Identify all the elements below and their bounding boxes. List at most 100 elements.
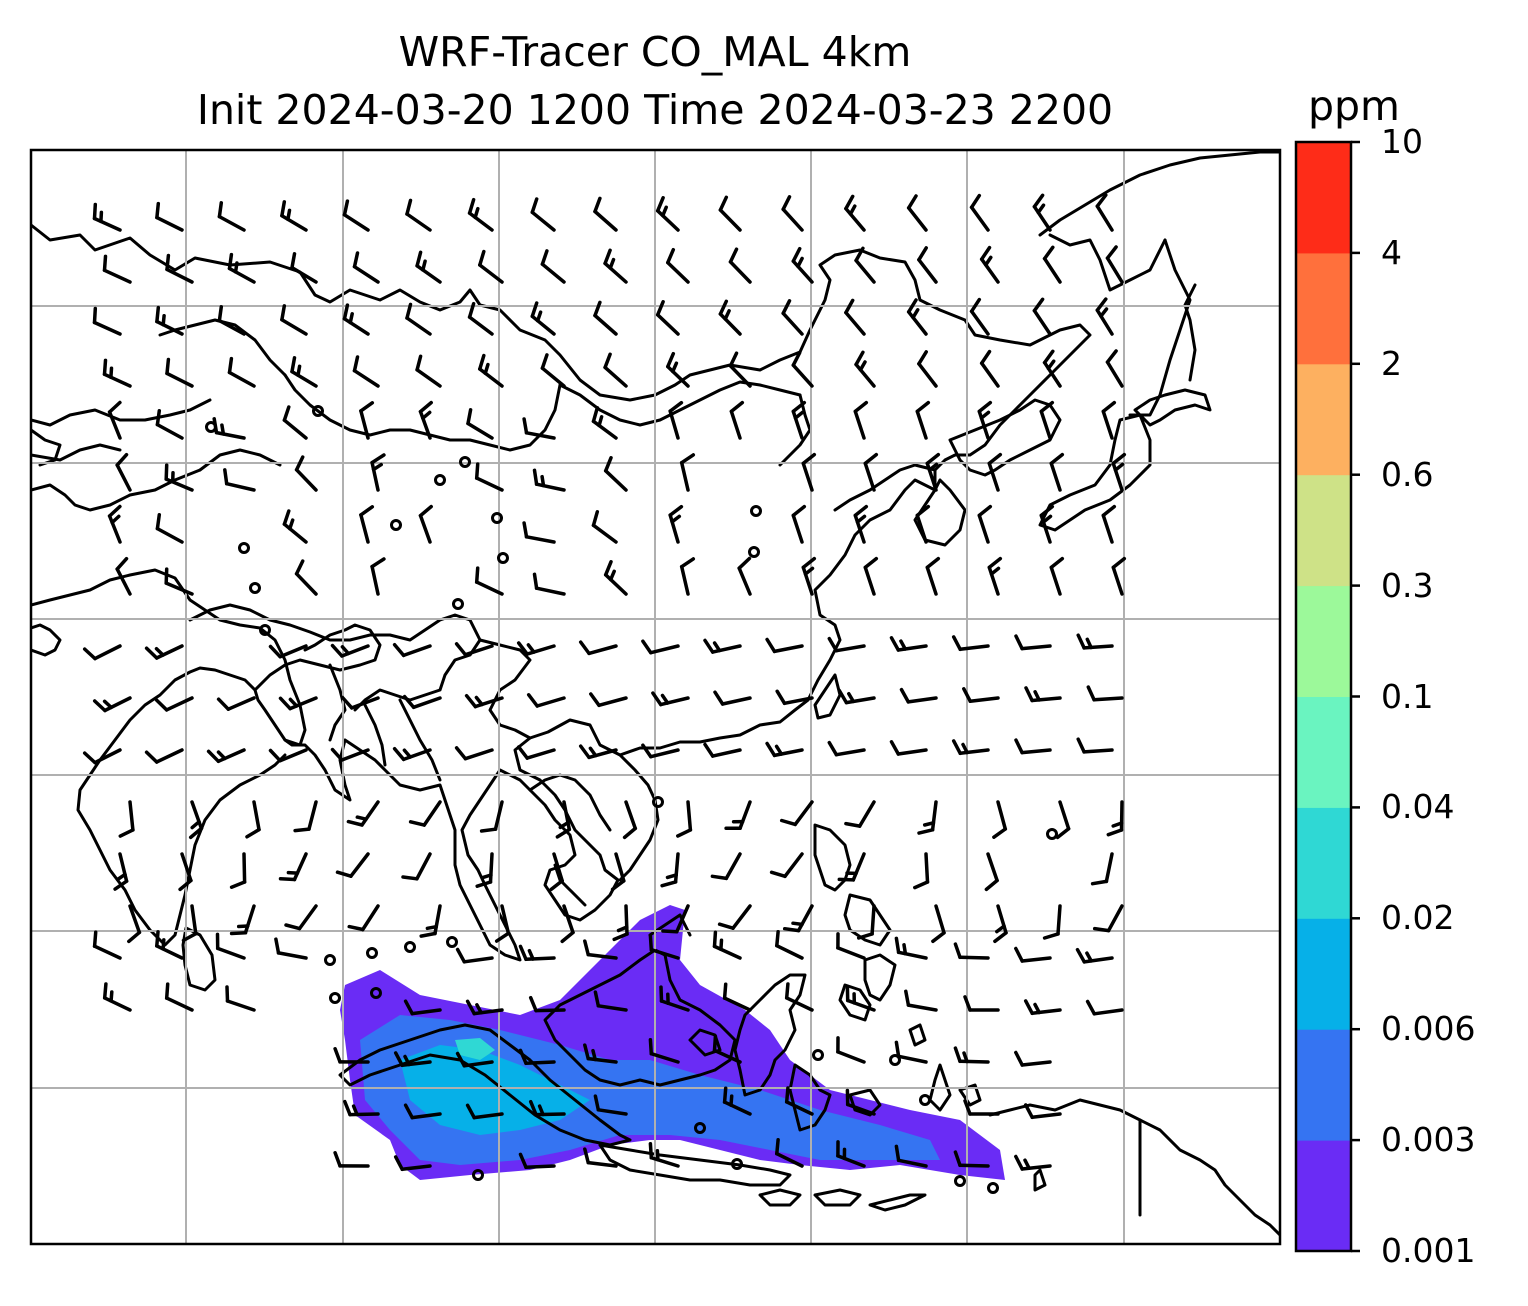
- wind-barb-shaft: [288, 696, 318, 711]
- wind-barb-feather: [280, 304, 287, 322]
- wind-barb-shaft: [292, 852, 308, 882]
- wind-barb-shaft: [307, 800, 318, 831]
- wind-barb-feather: [340, 645, 351, 656]
- wind-barb-feather: [863, 452, 879, 466]
- wind-barb-feather: [188, 826, 204, 840]
- colorbar-tick-label: 0.001: [1381, 1231, 1476, 1270]
- wind-barb-feather: [655, 196, 665, 213]
- wind-barb-shaft: [596, 1004, 628, 1012]
- colorbar-tick-label: 10: [1381, 122, 1423, 161]
- wind-barb-feather: [765, 637, 777, 654]
- wind-barb-feather: [927, 462, 939, 472]
- wind-barb-feather: [963, 995, 972, 1012]
- wind-barb-shaft: [784, 996, 814, 1012]
- wind-barb-shaft: [851, 852, 866, 882]
- wind-barb-feather: [906, 194, 918, 210]
- wind-barb-feather: [977, 504, 993, 518]
- wind-barb-shaft: [896, 644, 928, 652]
- wind-barb-shaft: [400, 1060, 432, 1068]
- wind-barb-feather: [703, 742, 715, 758]
- wind-barb-shaft: [562, 800, 572, 832]
- wind-barb-feather: [278, 696, 292, 711]
- wind-barb-shaft: [917, 258, 938, 284]
- wind-barb-shaft: [603, 365, 628, 388]
- wind-barb-shaft: [1056, 904, 1062, 936]
- wind-barb-feather: [987, 452, 1003, 466]
- wind-barb-shaft: [1039, 513, 1052, 544]
- wind-barb-feather: [1046, 359, 1056, 371]
- wind-barb-shaft: [783, 852, 804, 879]
- wind-barb-feather: [722, 1086, 728, 1104]
- wind-barb-shaft: [710, 748, 742, 758]
- wind-barb-feather: [853, 400, 869, 414]
- wind-barb-shaft: [524, 1164, 556, 1170]
- wind-barb-feather: [216, 697, 231, 711]
- wind-barb-shaft: [603, 261, 628, 284]
- colorbar-segment: [1296, 252, 1351, 365]
- wind-barb-feather: [402, 694, 416, 710]
- wind-barb-feather: [1032, 193, 1045, 209]
- wind-barb-feather: [712, 930, 718, 949]
- wind-barb-shaft: [102, 372, 132, 388]
- wind-barb-shaft: [115, 567, 132, 596]
- wind-barb-shaft: [731, 904, 752, 930]
- wind-barb-shaft: [834, 644, 866, 653]
- wind-barb-shaft: [463, 748, 494, 761]
- wind-barb-feather: [889, 636, 901, 652]
- wind-barb-shaft: [854, 258, 876, 284]
- wind-barb-shaft: [775, 943, 804, 960]
- wind-barb-feather: [989, 566, 1001, 576]
- wind-barb-feather: [290, 356, 297, 374]
- wind-barb-shaft: [784, 1100, 814, 1116]
- wind-barb-feather: [953, 942, 962, 960]
- wind-barb-feather: [801, 452, 817, 466]
- calm-wind-circle: [954, 1175, 966, 1187]
- colorbar-segment: [1296, 474, 1351, 587]
- wind-barb-shaft: [562, 904, 575, 935]
- wind-barb-feather: [648, 934, 654, 952]
- colorbar-tick-label: 2: [1381, 343, 1402, 383]
- wind-barb-shaft: [925, 461, 938, 492]
- wind-barb-shaft: [92, 216, 122, 232]
- wind-barb-shaft: [252, 800, 261, 832]
- wind-barb-shaft: [535, 696, 566, 708]
- wind-barb-feather: [902, 943, 908, 956]
- calm-wind-circle: [446, 936, 458, 948]
- wind-barb-feather: [713, 690, 725, 706]
- wind-barb-feather: [352, 251, 360, 269]
- wind-barb-feather: [855, 514, 867, 524]
- wind-barb-shaft: [958, 644, 990, 652]
- wind-barb-feather: [655, 300, 665, 317]
- wind-barb-shaft: [845, 1102, 876, 1116]
- wind-barb-shaft: [282, 418, 308, 440]
- calm-wind-circle: [731, 1158, 743, 1170]
- wind-barb-shaft: [969, 309, 990, 336]
- wind-barb-feather: [415, 354, 423, 372]
- wind-barb-feather: [393, 1155, 404, 1172]
- wind-barb-feather: [290, 252, 297, 270]
- wind-barb-feather: [992, 827, 1008, 839]
- wind-barb-shaft: [917, 362, 938, 388]
- wind-barb-feather: [1049, 556, 1065, 570]
- wind-barb-feather: [154, 646, 165, 657]
- wind-barb-feather: [801, 556, 817, 570]
- wind-barb-feather: [155, 408, 162, 427]
- wind-barb-shaft: [462, 956, 494, 964]
- wind-barb-shaft: [844, 310, 866, 336]
- calm-wind-circle: [249, 582, 261, 594]
- wind-barb-feather: [712, 641, 722, 653]
- wind-barb-shaft: [1101, 409, 1114, 440]
- wind-barb-feather: [661, 929, 679, 934]
- wind-barb-feather: [712, 1034, 718, 1053]
- wind-barb-feather: [1085, 999, 1097, 1016]
- wind-barb-feather: [217, 201, 224, 219]
- calm-wind-circle: [259, 624, 271, 636]
- wind-barb-shaft: [359, 409, 370, 440]
- wind-barb-feather: [925, 556, 941, 570]
- wind-barb-shaft: [996, 904, 1008, 935]
- wind-barb-feather: [421, 259, 427, 272]
- wind-barb-feather: [393, 1051, 404, 1068]
- wind-barb-shaft: [525, 644, 556, 656]
- wind-barb-shaft: [361, 904, 380, 932]
